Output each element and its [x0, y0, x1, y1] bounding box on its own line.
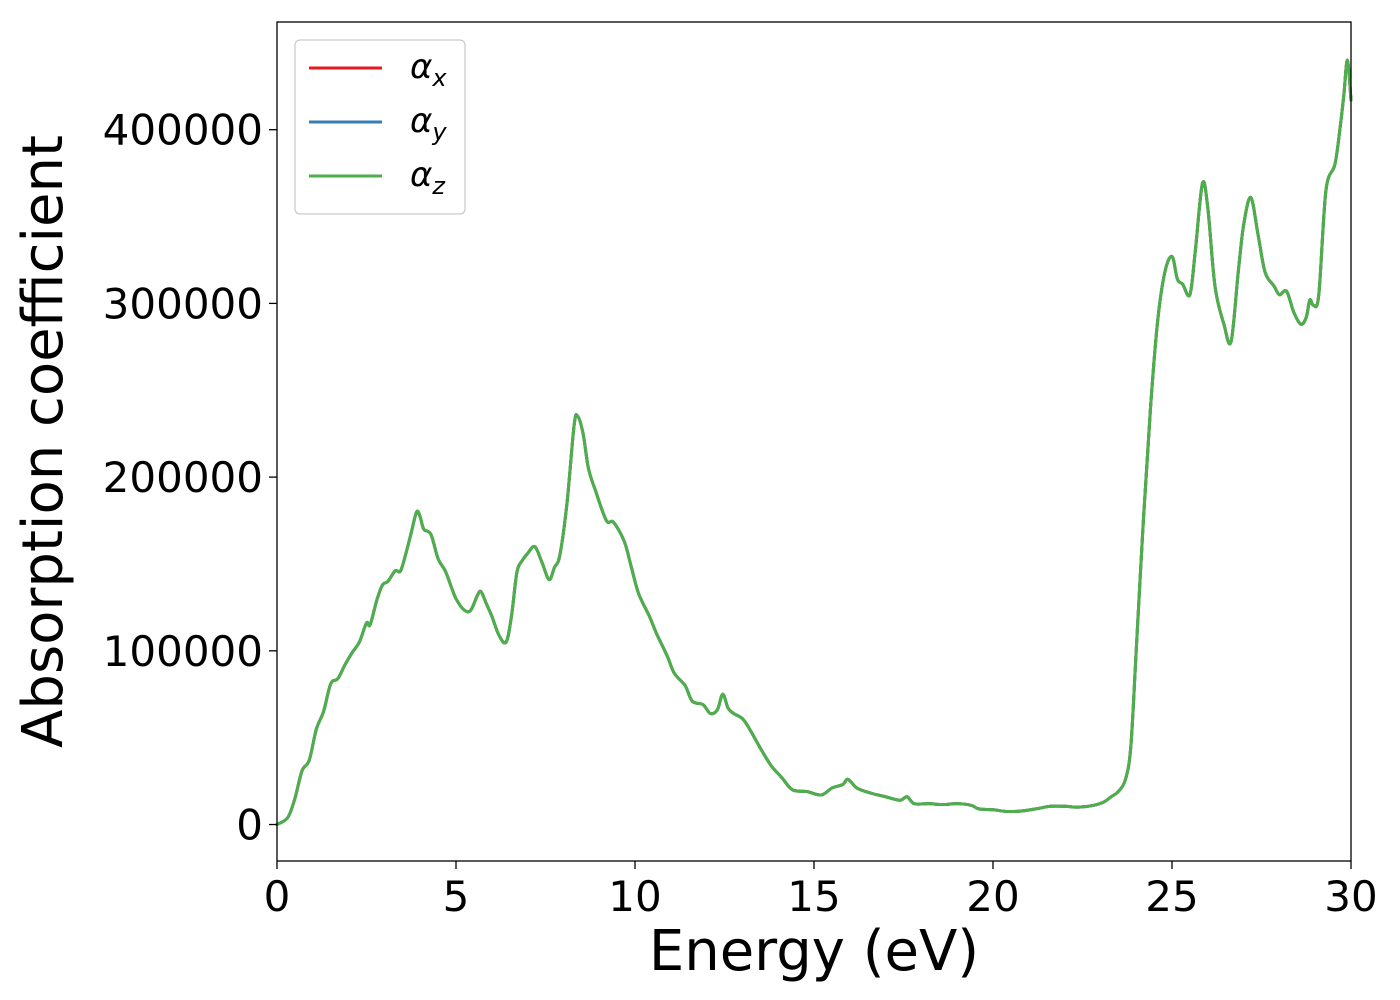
- x-tick-label: 25: [1145, 872, 1198, 921]
- legend-label: αx: [410, 47, 447, 92]
- x-tick-label: 5: [443, 872, 470, 921]
- legend-label: αy: [410, 101, 447, 146]
- x-tick-label: 20: [966, 872, 1019, 921]
- series-line-alpha-z: [275, 58, 1353, 827]
- legend-box: [294, 39, 466, 215]
- y-axis-title: Absorption coefficient: [11, 135, 76, 748]
- y-axis: 0 100000 200000 300000 400000: [103, 106, 277, 850]
- x-tick-label: 15: [787, 872, 840, 921]
- y-tick-label: 300000: [103, 279, 263, 328]
- y-tick-label: 200000: [103, 453, 263, 502]
- series-layer: [275, 58, 1353, 827]
- x-tick-label: 30: [1324, 872, 1377, 921]
- y-tick-label: 100000: [103, 627, 263, 676]
- legend-label: αz: [410, 155, 446, 200]
- x-tick-label: 10: [608, 872, 661, 921]
- x-axis-title: Energy (eV): [649, 919, 979, 984]
- y-tick-label: 0: [236, 801, 263, 850]
- x-tick-label: 0: [264, 872, 291, 921]
- legend: αx αy αz: [294, 39, 466, 215]
- y-tick-label: 400000: [103, 106, 263, 155]
- x-axis: 0 5 10 15 20 25 30: [264, 861, 1378, 921]
